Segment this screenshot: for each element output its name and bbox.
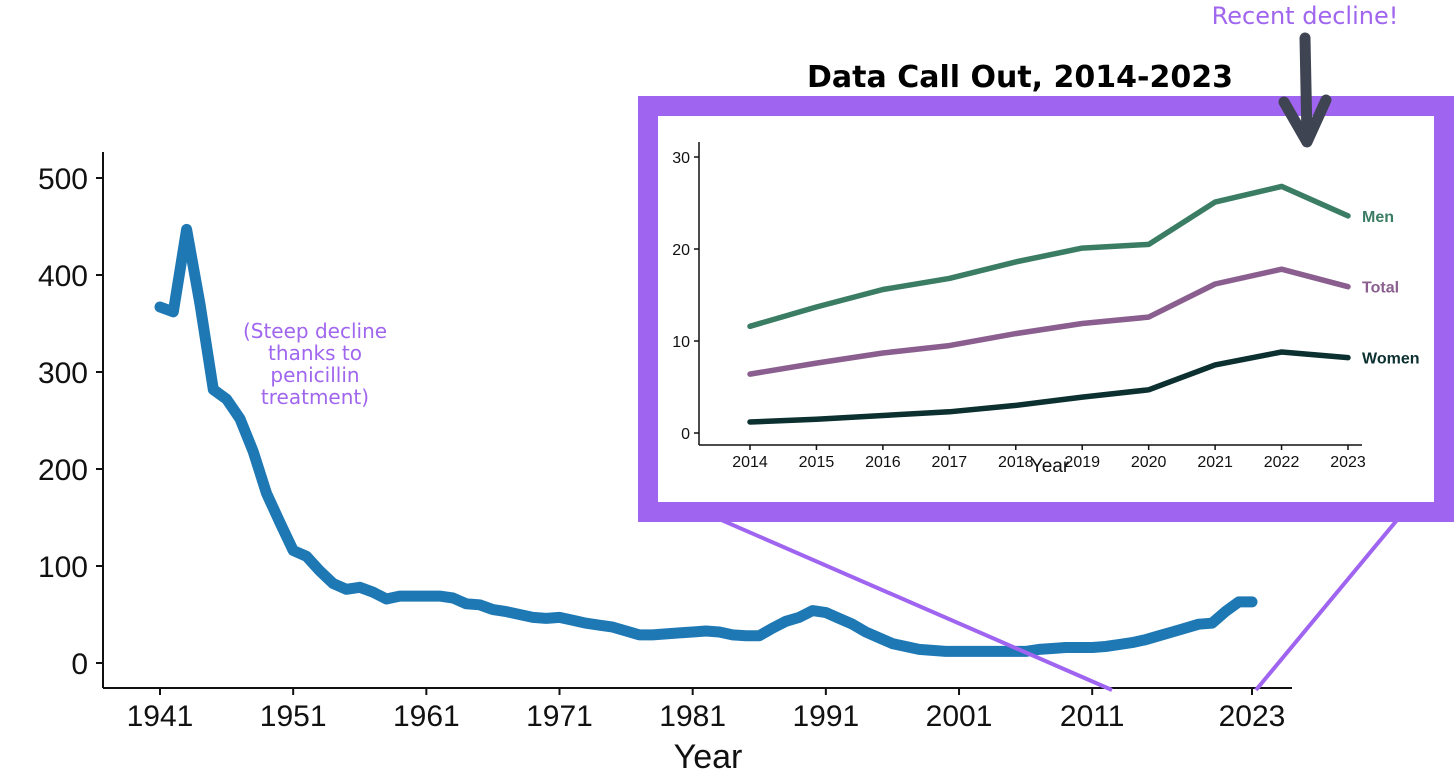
inset-series-labels: Men Total Women [1362,209,1419,368]
main-x-axis-label: Year [674,738,743,776]
inset-y-tick-label: 20 [672,242,690,259]
inset-series-line-total [747,266,1351,377]
main-y-tick-label: 200 [38,454,88,487]
inset-series-label-total: Total [1362,280,1399,297]
inset-y-tick-label: 0 [681,426,690,443]
inset-ticks: 0 10 20 30 2014 2015 2016 2017 2018 2019 2020 2021 2… [672,150,1366,471]
inset-x-tick-label: 2019 [1064,454,1100,471]
inset-x-tick-label: 2015 [799,454,835,471]
inset-chart: 0 10 20 30 2014 2015 2016 2017 2018 2019 2020 2021 2… [672,142,1419,477]
inset-x-tick-label: 2018 [998,454,1034,471]
main-x-tick-label: 2023 [1219,700,1286,733]
inset-series-line-men [747,183,1351,330]
callout-title: Data Call Out, 2014-2023 [807,60,1233,95]
inset-x-tick-label: 2014 [732,454,768,471]
inset-x-axis-label: Year [1031,456,1070,477]
penicillin-annotation-line: treatment) [260,385,370,409]
penicillin-annotation-line: penicillin [270,363,360,387]
main-x-tick-label: 1971 [526,700,593,733]
main-y-tick-label: 500 [38,163,88,196]
inset-series-label-women: Women [1362,351,1419,368]
inset-axes [698,142,1362,446]
inset-y-tick-label: 30 [672,150,690,167]
recent-decline-annotation: Recent decline! [1211,2,1399,30]
penicillin-annotation-line: (Steep decline [242,319,388,343]
main-x-tick-label: 2001 [926,700,993,733]
inset-x-tick-label: 2017 [932,454,968,471]
main-y-tick-label: 300 [38,357,88,390]
main-y-tick-label: 0 [71,648,88,681]
down-arrow-icon [1278,32,1332,148]
main-x-tick-label: 1991 [792,700,859,733]
inset-x-tick-label: 2023 [1330,454,1366,471]
inset-x-tick-label: 2021 [1197,454,1233,471]
main-x-tick-label: 1941 [127,700,194,733]
main-x-tick-label: 1961 [393,700,460,733]
inset-x-tick-label: 2016 [865,454,901,471]
inset-series-line-women [747,349,1351,425]
inset-series-label-men: Men [1362,209,1394,226]
inset-series [747,183,1351,425]
inset-y-tick-label: 10 [672,334,690,351]
penicillin-annotation: (Steep decline thanks to penicillin treatme… [220,320,410,408]
main-x-tick-label: 1981 [659,700,726,733]
callout-frame: 0 10 20 30 2014 2015 2016 2017 2018 2019 2020 2021 2… [638,96,1454,522]
main-y-tick-label: 400 [38,260,88,293]
inset-x-tick-label: 2020 [1131,454,1167,471]
main-y-tick-label: 100 [38,551,88,584]
inset-x-tick-label: 2022 [1264,454,1300,471]
main-x-tick-label: 1951 [260,700,327,733]
penicillin-annotation-line: thanks to [268,341,362,365]
main-x-tick-label: 2011 [1060,700,1125,733]
